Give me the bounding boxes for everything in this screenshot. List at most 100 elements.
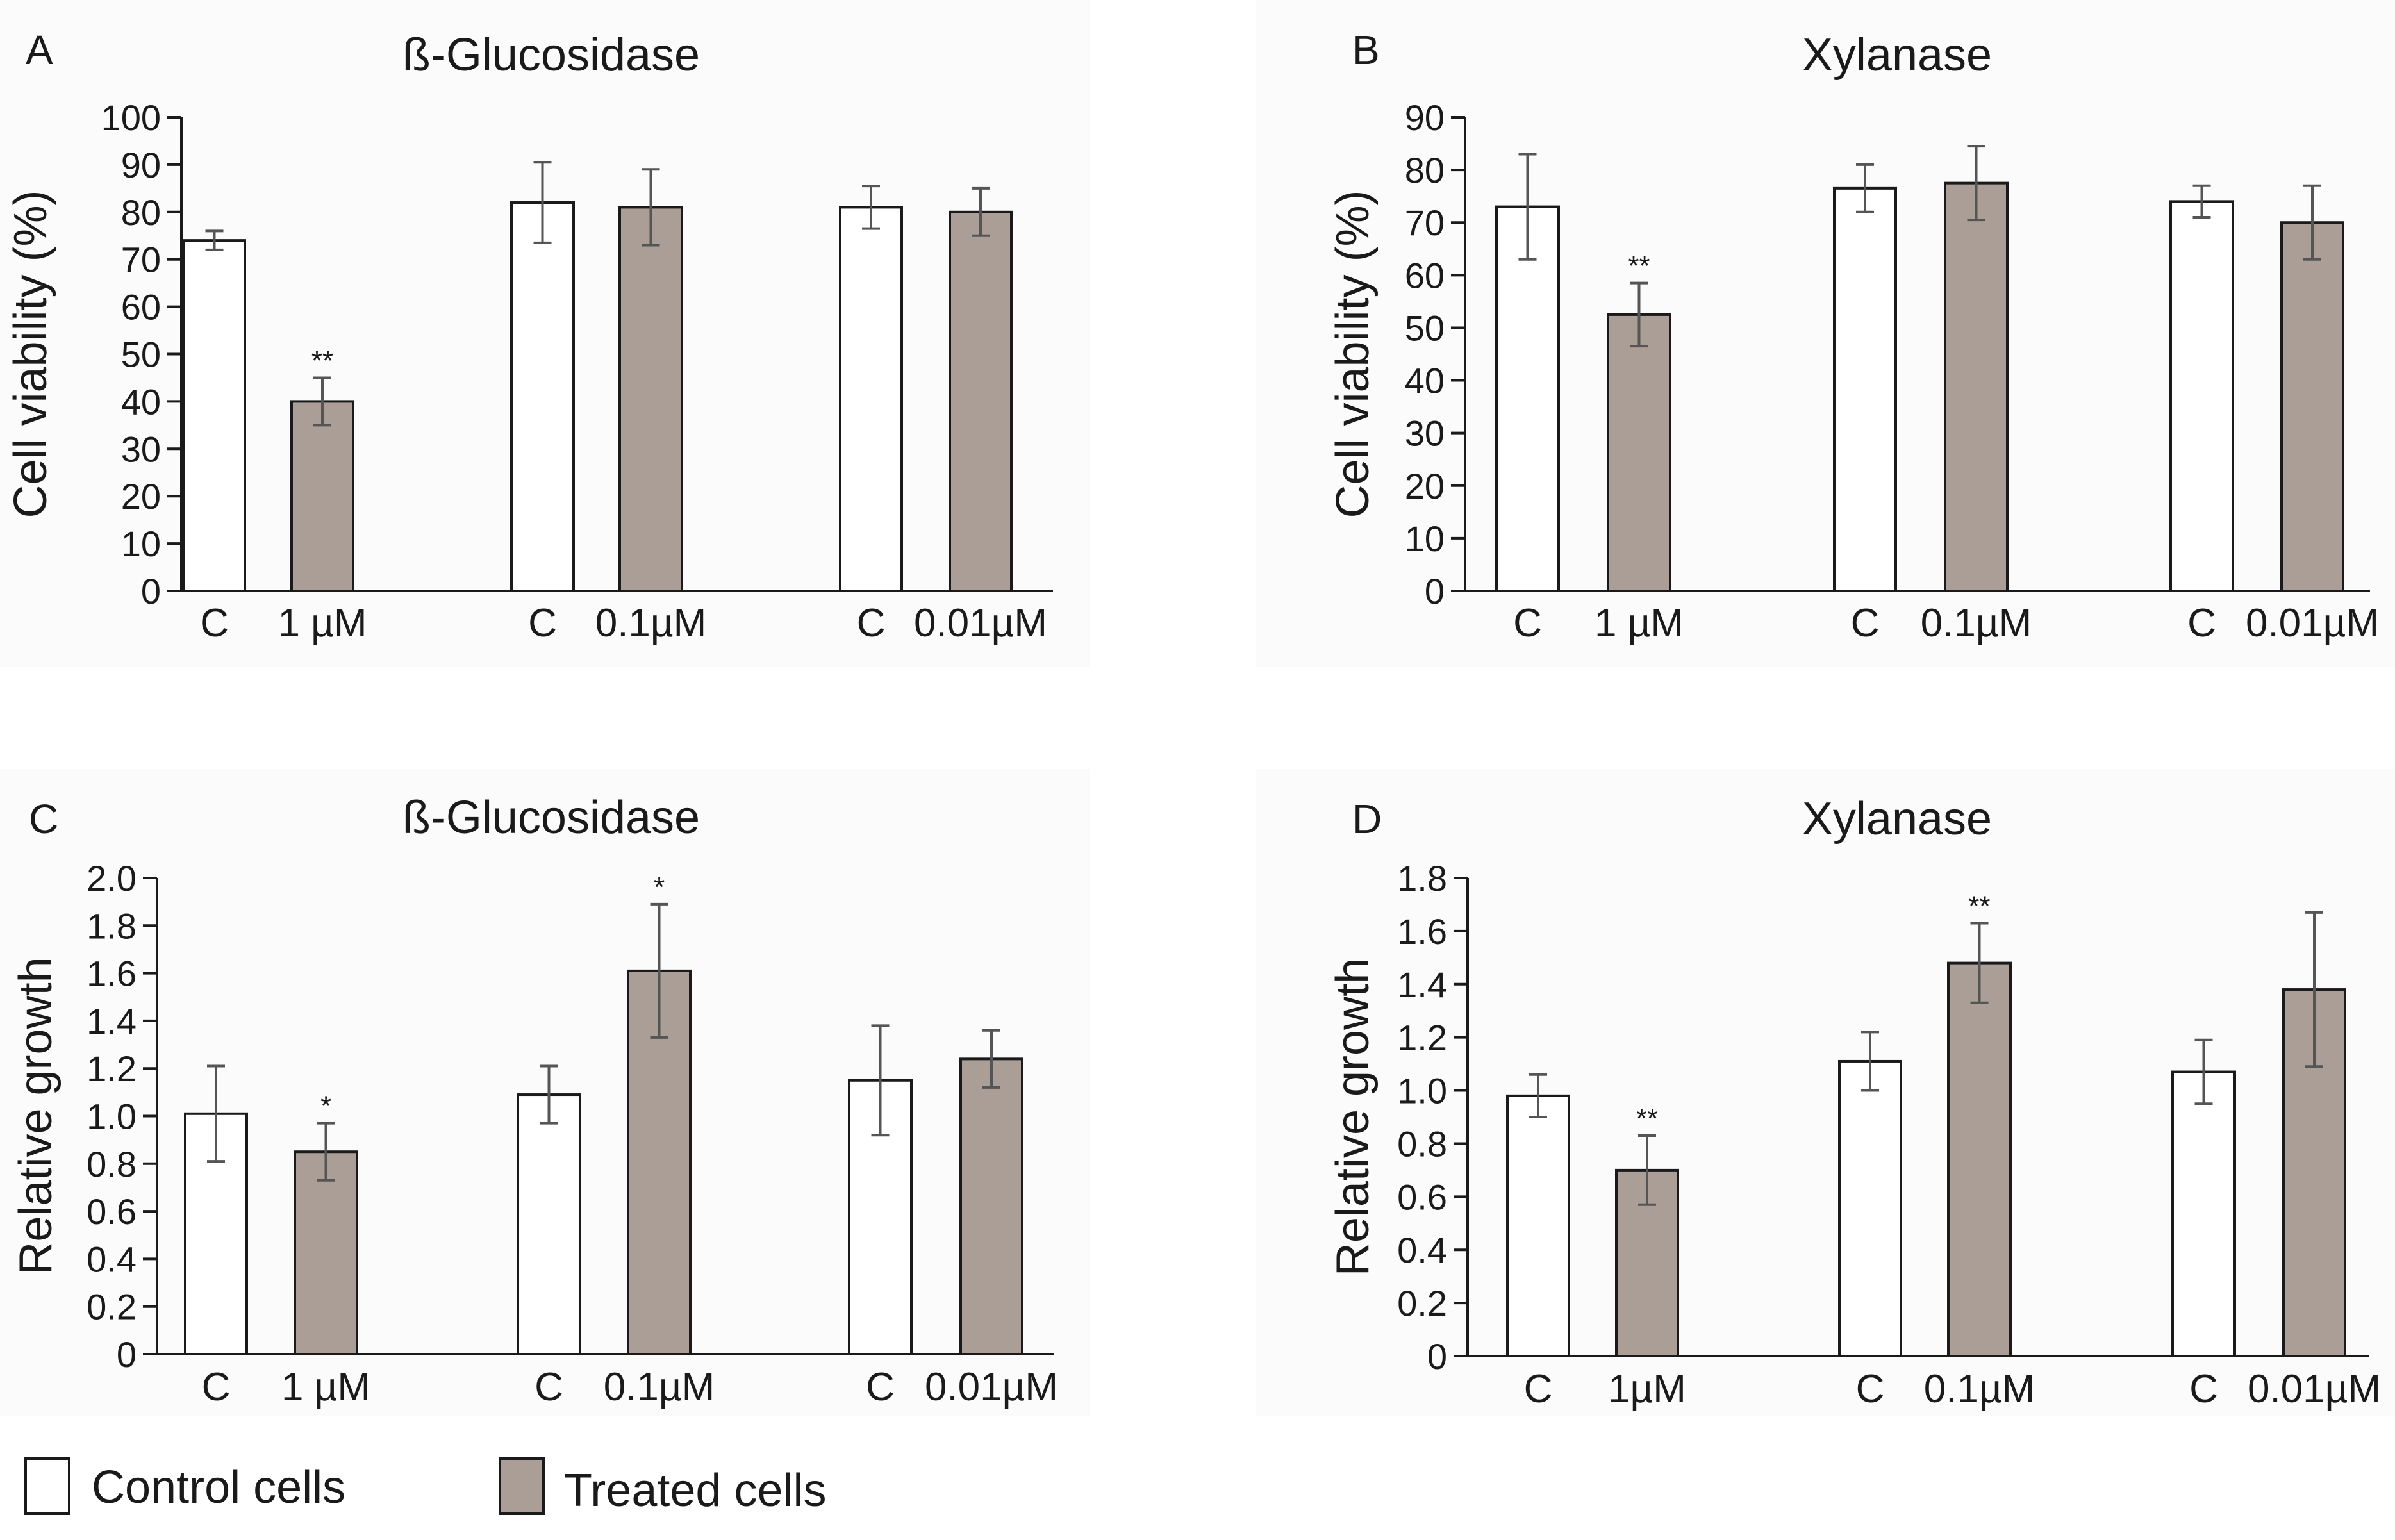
chart-panel-d: D Xylanase 0 0.2 0.4 0.6 0.8 1.0 1.2 1.4 1.6 1.8 Rel…	[1256, 769, 2395, 1416]
y-tick-label: 1.6	[87, 954, 137, 994]
bar-control	[1495, 205, 1560, 593]
panel-letter: D	[1352, 796, 1382, 842]
x-category-label: 1µM	[1608, 1367, 1686, 1411]
y-tick-label: 1.0	[87, 1097, 137, 1137]
y-tick-label: 1.8	[1397, 858, 1447, 898]
bar-treated	[294, 1150, 358, 1355]
y-tick-label: 0	[117, 1334, 137, 1375]
x-category-label: 0.1µM	[595, 601, 707, 645]
y-tick-label: 0	[1425, 571, 1445, 611]
y-tick-label: 40	[121, 381, 161, 422]
x-category-label: C	[2187, 601, 2216, 645]
y-tick-label: 1.0	[1397, 1071, 1447, 1111]
y-tick-label: 10	[121, 524, 161, 564]
significance-marker: *	[320, 1091, 331, 1122]
x-category-label: 0.1µM	[1921, 601, 2032, 645]
bar-treated	[618, 206, 683, 593]
y-tick-label: 0.6	[87, 1191, 137, 1232]
x-category-label: 1 µM	[281, 1365, 370, 1409]
bar-treated	[959, 1057, 1023, 1355]
bar-control	[1838, 1059, 1902, 1357]
bar-control	[1506, 1094, 1570, 1358]
significance-marker: **	[311, 345, 333, 376]
y-axis-label: Cell viability (%)	[5, 190, 56, 518]
y-tick-label: 0.2	[87, 1287, 137, 1327]
chart-title: ß-Glucosidase	[402, 792, 700, 843]
bar-treated	[1607, 313, 1671, 592]
y-tick-label: 100	[101, 97, 161, 138]
bar-control	[839, 206, 903, 593]
y-tick-label: 70	[1405, 203, 1445, 243]
chart-title: ß-Glucosidase	[402, 29, 700, 81]
x-category-label: C	[200, 601, 229, 645]
x-category-label: C	[1851, 601, 1880, 645]
panel-letter: C	[29, 796, 58, 842]
y-tick-label: 70	[121, 240, 161, 280]
y-axis-label: Relative growth	[10, 957, 62, 1275]
bar-treated	[2280, 221, 2344, 592]
chart-title: Xylanase	[1802, 29, 1992, 81]
significance-marker: **	[1636, 1103, 1658, 1134]
x-category-label: C	[535, 1365, 563, 1409]
x-category-label: 0.01µM	[2246, 601, 2379, 645]
y-tick-label: 1.6	[1397, 911, 1447, 952]
bar-treated	[1944, 181, 2009, 592]
x-category-label: 0.01µM	[2248, 1367, 2381, 1411]
y-tick-label: 0.8	[87, 1144, 137, 1184]
bar-control	[183, 239, 246, 592]
y-tick-label: 0.6	[1397, 1177, 1447, 1217]
y-tick-label: 50	[1405, 308, 1445, 348]
y-tick-label: 0	[141, 571, 161, 611]
y-tick-label: 60	[1405, 255, 1445, 295]
bar-treated	[949, 210, 1013, 592]
x-category-label: C	[857, 601, 886, 645]
y-tick-label: 20	[121, 476, 161, 517]
y-tick-label: 1.8	[87, 906, 137, 946]
significance-marker: **	[1968, 890, 1990, 922]
x-category-label: 1 µM	[1595, 601, 1684, 645]
y-tick-label: 30	[121, 429, 161, 469]
bar-treated	[1947, 961, 2012, 1357]
legend-control-label: Control cells	[92, 1462, 345, 1513]
x-category-label: C	[1524, 1367, 1553, 1411]
y-tick-label: 90	[1405, 97, 1445, 138]
y-tick-label: 30	[1405, 413, 1445, 454]
legend-treated-label: Treated cells	[564, 1465, 827, 1516]
y-tick-label: 10	[1405, 518, 1445, 559]
y-tick-label: 0	[1427, 1336, 1447, 1377]
significance-marker: **	[1628, 251, 1650, 282]
bar-control	[510, 201, 575, 592]
bar-treated	[290, 400, 354, 593]
x-category-label: C	[202, 1365, 231, 1409]
bar-control	[1833, 186, 1897, 593]
x-category-label: 1 µM	[278, 601, 367, 645]
legend-control-swatch	[24, 1457, 70, 1515]
chart-title: Xylanase	[1802, 793, 1992, 845]
y-tick-label: 20	[1405, 466, 1445, 506]
y-tick-label: 80	[121, 192, 161, 233]
legend-treated-swatch	[499, 1457, 545, 1515]
x-category-label: C	[1513, 601, 1542, 645]
x-category-label: 0.01µM	[925, 1365, 1058, 1409]
y-tick-label: 1.2	[87, 1048, 137, 1089]
y-tick-label: 2.0	[87, 858, 137, 898]
y-tick-label: 0.2	[1397, 1283, 1447, 1323]
significance-marker: *	[654, 872, 665, 903]
x-category-label: C	[528, 601, 557, 645]
bar-control	[517, 1093, 581, 1355]
bar-control	[2169, 200, 2234, 592]
y-tick-label: 0.4	[1397, 1230, 1447, 1270]
legend: Control cells Treated cells	[24, 1457, 827, 1516]
x-category-label: 0.01µM	[914, 601, 1047, 645]
bar-control	[2171, 1070, 2236, 1357]
y-axis-label: Relative growth	[1327, 958, 1379, 1276]
panel-letter: B	[1352, 27, 1380, 73]
y-tick-label: 0.4	[87, 1239, 137, 1279]
panel-letter: A	[26, 27, 53, 73]
x-category-label: C	[1856, 1367, 1885, 1411]
y-tick-label: 80	[1405, 150, 1445, 190]
y-tick-label: 60	[121, 287, 161, 327]
y-tick-label: 0.8	[1397, 1123, 1447, 1164]
